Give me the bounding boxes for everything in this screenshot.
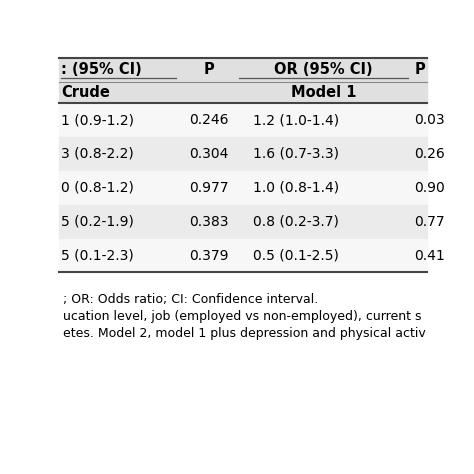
Text: 0.246: 0.246 (189, 113, 228, 127)
Text: 0.977: 0.977 (189, 181, 228, 195)
Text: 0.77: 0.77 (414, 215, 445, 228)
Text: OR (95% CI): OR (95% CI) (274, 63, 373, 77)
Text: 1.0 (0.8-1.4): 1.0 (0.8-1.4) (253, 181, 339, 195)
Text: 0.03: 0.03 (414, 113, 445, 127)
Text: ; OR: Odds ratio; CI: Confidence interval.: ; OR: Odds ratio; CI: Confidence interva… (63, 293, 319, 306)
Text: 5 (0.2-1.9): 5 (0.2-1.9) (61, 215, 134, 228)
Bar (59, 103, 427, 137)
Text: 0.383: 0.383 (189, 215, 228, 228)
Text: 5 (0.1-2.3): 5 (0.1-2.3) (61, 248, 134, 263)
Text: Model 1: Model 1 (291, 85, 356, 100)
Text: 1 (0.9-1.2): 1 (0.9-1.2) (61, 113, 134, 127)
Text: 3 (0.8-2.2): 3 (0.8-2.2) (61, 147, 134, 161)
Text: ucation level, job (employed vs non-employed), current s: ucation level, job (employed vs non-empl… (63, 310, 422, 323)
Text: 0.90: 0.90 (414, 181, 445, 195)
Text: 1.6 (0.7-3.3): 1.6 (0.7-3.3) (253, 147, 338, 161)
Bar (59, 205, 427, 238)
Text: P: P (203, 63, 214, 77)
Text: etes. Model 2, model 1 plus depression and physical activ: etes. Model 2, model 1 plus depression a… (63, 327, 426, 340)
Bar (59, 137, 427, 171)
Bar (59, 171, 427, 205)
Bar (59, 58, 427, 103)
Text: 0.26: 0.26 (414, 147, 445, 161)
Bar (59, 238, 427, 273)
Text: Crude: Crude (61, 85, 109, 100)
Text: 0.41: 0.41 (414, 248, 445, 263)
Text: 0.379: 0.379 (189, 248, 228, 263)
Text: 1.2 (1.0-1.4): 1.2 (1.0-1.4) (253, 113, 339, 127)
Text: : (95% CI): : (95% CI) (61, 63, 142, 77)
Text: 0.5 (0.1-2.5): 0.5 (0.1-2.5) (253, 248, 338, 263)
Text: 0.304: 0.304 (189, 147, 228, 161)
Text: 0.8 (0.2-3.7): 0.8 (0.2-3.7) (253, 215, 338, 228)
Text: P: P (414, 63, 425, 77)
Text: 0 (0.8-1.2): 0 (0.8-1.2) (61, 181, 134, 195)
